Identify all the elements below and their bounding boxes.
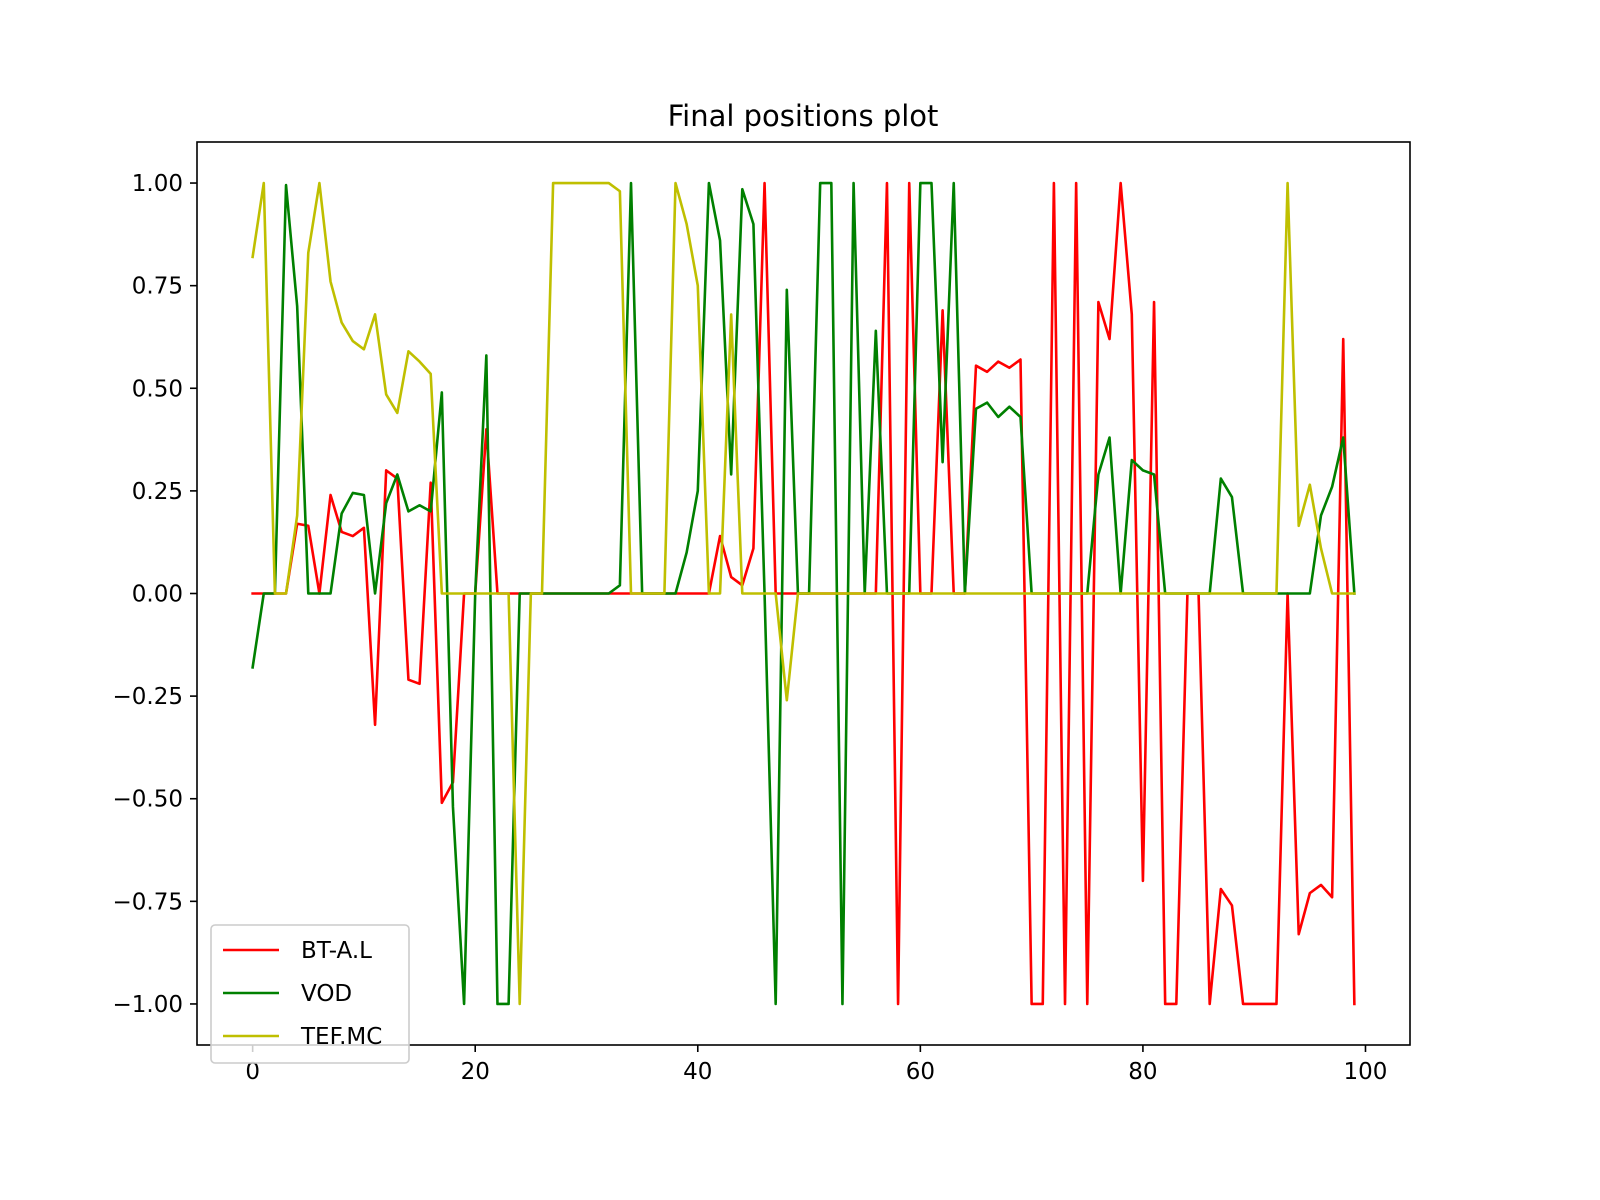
x-tick-label: 80 <box>1128 1059 1157 1085</box>
legend-label-vod: VOD <box>301 981 352 1007</box>
x-tick-label: 40 <box>683 1059 712 1085</box>
x-tick-label: 20 <box>461 1059 490 1085</box>
y-tick-label: −0.50 <box>113 787 183 813</box>
legend-label-bt-a-l: BT-A.L <box>301 938 372 964</box>
y-axis: 1.00 0.75 0.50 0.25 0.00 −0.25 −0.50 −0.75 −1.00 <box>113 171 197 1018</box>
legend-box <box>210 924 410 1064</box>
y-tick-label: 1.00 <box>132 171 183 197</box>
legend-label-tef-mc: TEF.MC <box>300 1024 382 1050</box>
y-tick-label: −1.00 <box>113 992 183 1018</box>
y-tick-label: 0.25 <box>132 479 183 505</box>
y-tick-label: 0.50 <box>132 376 183 402</box>
y-tick-label: −0.75 <box>113 889 183 915</box>
legend: BT-A.L VOD TEF.MC <box>210 924 410 1064</box>
x-tick-label: 0 <box>245 1059 260 1085</box>
series-layer <box>251 181 1356 1006</box>
y-tick-label: 0.00 <box>132 582 183 608</box>
x-axis: 0 20 40 60 80 100 <box>245 1045 1387 1085</box>
y-tick-label: −0.25 <box>113 684 183 710</box>
series-line-tef-mc <box>251 181 1356 1006</box>
chart-title: Final positions plot <box>668 99 939 133</box>
x-tick-label: 100 <box>1344 1059 1388 1085</box>
y-tick-label: 0.75 <box>132 274 183 300</box>
x-tick-label: 60 <box>906 1059 935 1085</box>
